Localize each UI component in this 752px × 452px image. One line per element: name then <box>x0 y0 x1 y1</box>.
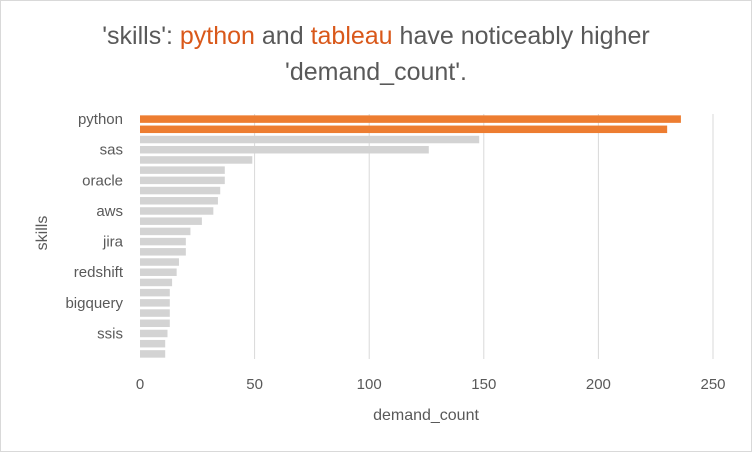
chart-title-line-2: 'demand_count'. <box>285 58 467 86</box>
bar <box>140 319 170 328</box>
bar <box>140 186 221 195</box>
bar <box>140 227 191 236</box>
chart-title-line-1: 'skills': python and tableau have notice… <box>0 18 752 54</box>
x-tick-label: 0 <box>136 376 144 393</box>
title-suffix: have noticeably higher <box>392 22 650 50</box>
bar <box>140 166 225 174</box>
category-label-jira: jira <box>102 234 124 251</box>
category-label-redshift: redshift <box>74 264 124 281</box>
bar-ssis <box>140 329 168 338</box>
bar-bigquery <box>140 299 170 307</box>
x-tick-label: 150 <box>471 376 496 393</box>
bar <box>140 339 166 348</box>
bar <box>140 350 166 358</box>
title-highlight-python: python <box>179 22 255 50</box>
bar <box>140 288 170 297</box>
title-connector: and <box>254 22 311 50</box>
category-label-bigquery: bigquery <box>65 295 123 312</box>
x-axis-title: demand_count <box>373 407 479 424</box>
category-label-python: python <box>78 111 123 128</box>
title-highlight-tableau: tableau <box>310 22 393 50</box>
bar-sas <box>140 145 429 154</box>
category-label-aws: aws <box>96 203 123 220</box>
bar <box>140 309 170 317</box>
bar <box>140 156 253 164</box>
category-label-ssis: ssis <box>97 325 123 342</box>
bar <box>140 217 202 225</box>
gridlines <box>254 114 714 359</box>
bar-python <box>140 115 681 123</box>
category-label-oracle: oracle <box>82 172 123 189</box>
category-label-sas: sas <box>100 142 123 159</box>
bar-oracle <box>140 176 225 185</box>
bar-jira <box>140 237 186 246</box>
x-tick-label: 250 <box>700 376 725 393</box>
chart-title: 'skills': python and tableau have notice… <box>0 18 752 90</box>
title-prefix: 'skills': <box>102 22 180 50</box>
x-tick-labels: 0 50 100 150 200 250 <box>136 376 726 393</box>
x-tick-label: 50 <box>246 376 263 393</box>
bar-redshift <box>140 268 177 276</box>
y-axis-title: skills <box>34 216 51 251</box>
x-tick-label: 100 <box>357 376 382 393</box>
bars <box>140 115 681 358</box>
bar <box>140 135 480 144</box>
bar <box>140 258 179 266</box>
bar <box>140 278 173 287</box>
bar <box>140 197 218 205</box>
bar <box>140 125 668 134</box>
bar <box>140 248 186 256</box>
category-labels: python sas oracle aws jira redshift bigquery ss… <box>65 111 123 342</box>
bar-aws <box>140 207 214 215</box>
x-tick-label: 200 <box>586 376 611 393</box>
